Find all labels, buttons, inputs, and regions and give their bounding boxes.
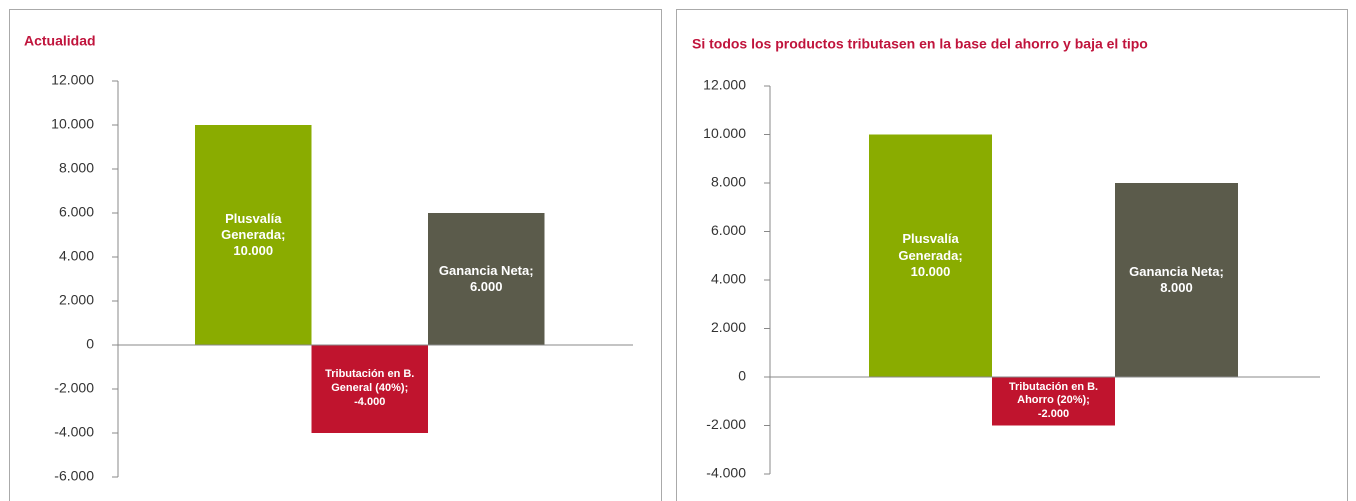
bar-label-box: Plusvalía Generada; 10.000 xyxy=(869,135,992,378)
bar xyxy=(428,213,545,345)
bar-label: Tributación en B. General (40%);-4.000 xyxy=(312,345,429,433)
y-tick-label: 6.000 xyxy=(59,204,94,220)
bar-label: Ganancia Neta;8.000 xyxy=(1115,183,1238,377)
bar-label: Tributación en B. Ahorro (20%);-2.000 xyxy=(992,377,1115,426)
value-label: -4.000 xyxy=(354,395,386,408)
y-tick-label: 8.000 xyxy=(59,160,94,176)
bar-label-box: Plusvalía Generada; 10.000 xyxy=(195,125,312,345)
bar xyxy=(992,377,1115,426)
category-label: Ganancia Neta; xyxy=(438,262,534,278)
y-tick-label: 4.000 xyxy=(711,271,746,287)
value-label: 10.000 xyxy=(910,263,951,279)
bar xyxy=(1115,183,1238,377)
y-tick-label: 6.000 xyxy=(711,222,746,238)
bar-label-box: Ganancia Neta; 8.000 xyxy=(1115,183,1238,377)
bar xyxy=(195,125,312,345)
chart-title: Actualidad xyxy=(24,33,96,49)
y-tick-label: 4.000 xyxy=(59,248,94,264)
y-tick-label: 10.000 xyxy=(51,116,94,132)
value-label: 6.000 xyxy=(469,279,503,294)
y-tick-label: 0 xyxy=(86,336,94,352)
y-tick-label: -2.000 xyxy=(706,416,746,432)
bar xyxy=(311,345,428,433)
bar-label: Ganancia Neta;6.000 xyxy=(428,213,545,345)
category-label: Plusvalía Generada; xyxy=(898,231,963,263)
category-label: Plusvalía Generada; xyxy=(221,210,286,242)
value-label: -2.000 xyxy=(1037,408,1070,421)
y-tick-label: 0 xyxy=(738,368,746,384)
y-tick-label: -4.000 xyxy=(706,465,746,481)
bar-label-box: Tributación en B. General (40%); -4.000 xyxy=(312,345,429,433)
y-tick-label: 2.000 xyxy=(59,292,94,308)
y-tick-label: 2.000 xyxy=(711,319,746,335)
y-tick-label: -2.000 xyxy=(54,380,94,396)
bar-label-box: Ganancia Neta; 6.000 xyxy=(428,213,545,345)
category-label: Ganancia Neta; xyxy=(1129,263,1224,279)
value-label: 10.000 xyxy=(233,243,274,259)
y-tick-label: -6.000 xyxy=(54,468,94,484)
y-tick-label: 12.000 xyxy=(51,72,94,88)
y-tick-label: -4.000 xyxy=(54,424,94,440)
category-label: Tributación en B. Ahorro (20%); xyxy=(1008,380,1099,407)
y-tick-label: 12.000 xyxy=(703,77,746,93)
category-label: Tributación en B. General (40%); xyxy=(325,368,415,395)
y-tick-label: 8.000 xyxy=(711,174,746,190)
panel xyxy=(676,9,1348,501)
bar-label: Plusvalía Generada;10.000 xyxy=(869,135,992,378)
value-label: 8.000 xyxy=(1160,280,1193,295)
y-tick-label: 10.000 xyxy=(703,125,746,141)
chart-title: Si todos los productos tributasen en la … xyxy=(692,36,1148,52)
bar-label: Plusvalía Generada;10.000 xyxy=(195,125,312,345)
bar-label-box: Tributación en B. Ahorro (20%); -2.000 xyxy=(992,377,1115,426)
bar xyxy=(869,134,992,377)
